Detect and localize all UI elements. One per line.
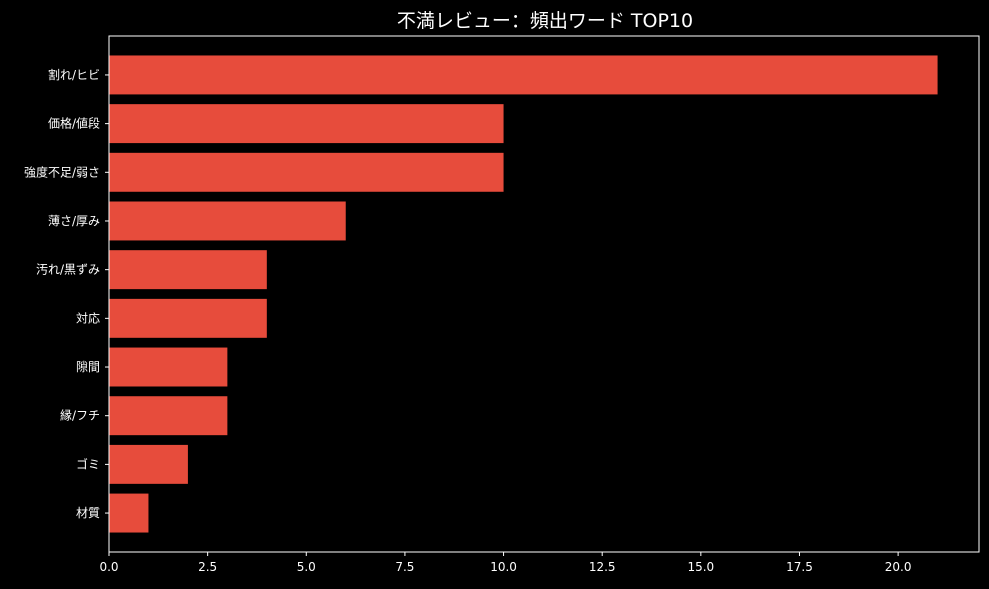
bar-7 xyxy=(109,347,228,387)
bars-layer xyxy=(109,55,938,533)
x-tick-label: 2.5 xyxy=(198,560,217,574)
x-axis-ticks: 0.0 2.5 5.0 7.5 10.0 12.5 15.0 17.5 20.0 xyxy=(99,552,911,574)
y-tick-label: 隙間 xyxy=(76,360,100,374)
y-tick-label: ゴミ xyxy=(76,456,100,471)
x-tick-label: 15.0 xyxy=(687,560,714,574)
x-tick-label: 12.5 xyxy=(589,560,616,574)
plot-frame xyxy=(108,35,980,553)
y-tick-label: 対応 xyxy=(76,311,100,325)
y-tick-label: 材質 xyxy=(76,505,100,520)
x-tick-label: 5.0 xyxy=(297,560,316,574)
y-tick-label: 汚れ/黒ずみ xyxy=(36,263,100,277)
bar-4 xyxy=(109,201,346,241)
bar-2 xyxy=(109,104,504,144)
y-tick-label: 価格/値段 xyxy=(48,116,100,131)
y-tick-label: 強度不足/弱さ xyxy=(24,164,100,179)
bar-5 xyxy=(109,250,267,290)
bar-3 xyxy=(109,152,504,192)
axes-layer xyxy=(108,35,980,553)
y-tick-label: 薄さ/厚み xyxy=(48,213,100,228)
x-tick-label: 20.0 xyxy=(885,560,912,574)
bar-10 xyxy=(109,493,149,533)
bar-6 xyxy=(109,298,267,338)
x-tick-label: 10.0 xyxy=(490,560,517,574)
chart-title: 不満レビュー：頻出ワード TOP10 xyxy=(397,10,693,32)
x-tick-label: 0.0 xyxy=(99,560,118,574)
bar-9 xyxy=(109,444,188,484)
y-tick-label: 割れ/ヒビ xyxy=(48,67,100,82)
x-tick-label: 7.5 xyxy=(395,560,414,574)
bar-1 xyxy=(109,55,938,95)
y-tick-label: 縁/フチ xyxy=(60,408,100,423)
bar-8 xyxy=(109,396,228,436)
x-tick-label: 17.5 xyxy=(786,560,813,574)
